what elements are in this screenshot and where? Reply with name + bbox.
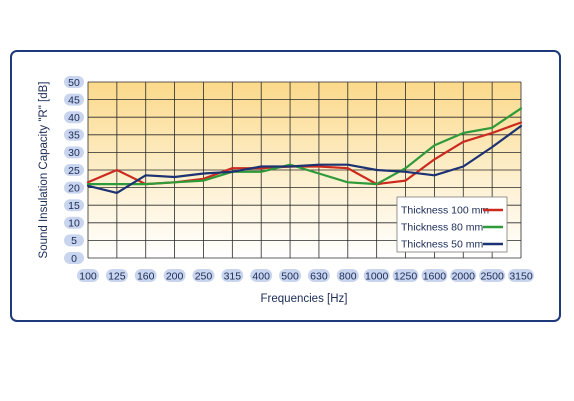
x-tick-label: 3150 (509, 271, 533, 283)
y-tick: 35 (64, 128, 84, 142)
x-tick: 125 (105, 269, 128, 283)
x-tick-label: 1000 (365, 271, 389, 283)
y-tick-label: 45 (68, 94, 80, 106)
x-tick: 250 (192, 269, 215, 283)
x-tick: 315 (221, 269, 244, 283)
y-tick: 0 (64, 252, 84, 265)
y-tick-badge (64, 199, 84, 212)
x-tick: 630 (307, 269, 330, 283)
y-tick: 25 (64, 164, 84, 177)
y-tick-badge (64, 252, 84, 264)
x-tick-badge (363, 269, 390, 282)
x-tick-label: 500 (281, 271, 299, 283)
y-tick: 15 (64, 199, 84, 212)
x-tick-badge (250, 269, 273, 282)
y-tick-label: 10 (68, 218, 80, 230)
y-tick-badge (64, 216, 84, 229)
series-line-3 (86, 124, 523, 194)
y-tick: 45 (64, 93, 84, 106)
x-tick-label: 200 (166, 271, 184, 283)
x-tick-badge (134, 269, 157, 282)
x-tick-badge (77, 269, 99, 282)
x-tick-label: 315 (224, 271, 242, 283)
x-tick-badge (450, 269, 477, 282)
x-tick: 1250 (392, 269, 419, 283)
y-tick-badge (64, 93, 84, 106)
x-tick: 3150 (508, 269, 534, 283)
x-tick-badge (336, 269, 359, 282)
x-tick-badge (221, 269, 244, 282)
x-tick: 800 (336, 269, 359, 283)
x-tick-label: 1250 (394, 271, 418, 283)
y-tick-badge (64, 128, 84, 141)
x-tick-badge (163, 269, 186, 282)
y-tick-label: 30 (68, 147, 80, 159)
x-tick-label: 1600 (423, 271, 447, 283)
y-tick: 20 (64, 181, 84, 194)
y-tick-label: 50 (68, 77, 80, 89)
x-tick-label: 800 (339, 271, 357, 283)
y-tick-label: 20 (68, 182, 80, 194)
y-tick: 5 (64, 234, 84, 247)
x-tick: 1000 (363, 269, 390, 283)
legend-label-1: Thickness 100 mm (401, 205, 489, 217)
series-line-2 (86, 107, 523, 186)
x-tick: 500 (279, 269, 302, 283)
y-tick-label: 0 (71, 253, 77, 265)
x-tick-badge (192, 269, 215, 282)
x-tick-badge (421, 269, 448, 282)
y-tick-label: 40 (68, 112, 80, 124)
y-tick: 50 (64, 76, 84, 89)
x-tick: 400 (250, 269, 273, 283)
x-tick-badge (392, 269, 419, 282)
y-tick-badge (64, 234, 84, 247)
y-tick-badge (64, 76, 84, 88)
x-tick: 2000 (450, 269, 477, 283)
y-tick: 40 (64, 111, 84, 124)
chart: 0 5 10 15 20 25 30 35 40 45 50 100 125 160 200 250 315 4… (38, 76, 534, 305)
y-tick-label: 15 (68, 200, 80, 212)
series-lines (86, 107, 523, 194)
y-tick: 10 (64, 216, 84, 230)
x-tick-label: 2500 (480, 271, 504, 283)
legend: Thickness 100 mm Thickness 80 mm Thickness… (396, 196, 508, 253)
x-tick-badge (105, 269, 128, 282)
x-tick-label: 250 (195, 271, 213, 283)
x-tick-label: 630 (310, 271, 328, 283)
x-tick: 100 (77, 269, 99, 283)
y-axis-title: Sound Insulation Capacity "R" [dB] (38, 82, 50, 259)
legend-label-2: Thickness 80 mm (401, 222, 484, 234)
y-tick-label: 35 (68, 130, 80, 142)
x-axis-title: Frequencies [Hz] (261, 293, 348, 305)
x-tick-badge (279, 269, 302, 282)
x-tick-label: 100 (79, 271, 97, 283)
y-tick: 30 (64, 146, 84, 159)
x-tick-badge (307, 269, 330, 282)
y-tick-badge (64, 111, 84, 124)
x-tick-label: 125 (108, 271, 126, 283)
y-tick-label: 25 (68, 165, 80, 177)
x-tick-label: 2000 (452, 271, 476, 283)
x-tick-label: 160 (137, 271, 155, 283)
legend-label-3: Thickness 50 mm (401, 239, 484, 251)
chart-card: 0 5 10 15 20 25 30 35 40 45 50 100 125 160 200 250 315 4… (10, 50, 561, 322)
y-tick-label: 5 (71, 235, 77, 247)
y-tick-badge (64, 164, 84, 176)
x-tick: 2500 (479, 269, 506, 283)
x-tick-badge (479, 269, 506, 282)
y-tick-badge (64, 146, 84, 159)
x-tick-badge (508, 269, 534, 282)
x-tick-labels: 100 125 160 200 250 315 400 500 630 800 1000 1250 16… (77, 269, 534, 283)
x-tick: 160 (134, 269, 157, 283)
x-tick-label: 400 (252, 271, 270, 283)
x-tick: 1600 (421, 269, 448, 283)
y-tick-labels: 0 5 10 15 20 25 30 35 40 45 50 (64, 76, 84, 265)
y-tick-badge (64, 181, 84, 194)
x-tick: 200 (163, 269, 186, 283)
